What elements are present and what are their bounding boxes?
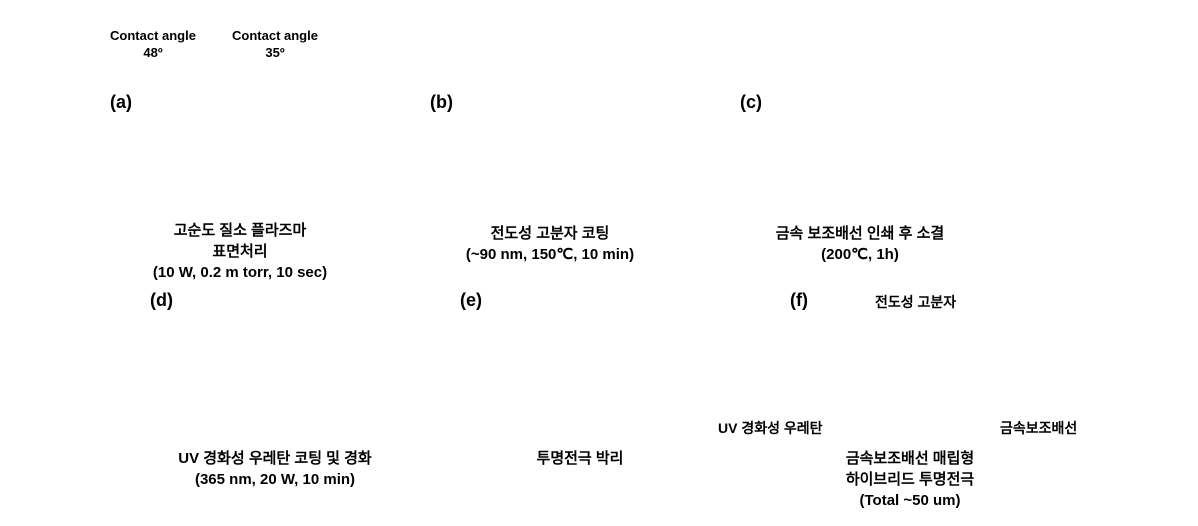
contact-angle-right-value: 35º [220, 45, 330, 62]
caption-a-line3: (10 W, 0.2 m torr, 10 sec) [100, 262, 380, 283]
caption-f-line3: (Total ~50 um) [770, 490, 1050, 511]
caption-a-line2: 표면처리 [100, 241, 380, 262]
annotation-f-left: UV 경화성 우레탄 [718, 418, 823, 438]
caption-f: 금속보조배선 매립형 하이브리드 투명전극 (Total ~50 um) [770, 448, 1050, 511]
panel-label-a: (a) [110, 92, 132, 113]
contact-angle-left-value: 48º [98, 45, 208, 62]
caption-a: 고순도 질소 플라즈마 표면처리 (10 W, 0.2 m torr, 10 s… [100, 220, 380, 283]
contact-angle-left-title: Contact angle [98, 28, 208, 45]
caption-b-line2: (~90 nm, 150℃, 10 min) [410, 244, 690, 265]
panel-label-b: (b) [430, 92, 453, 113]
caption-b: 전도성 고분자 코팅 (~90 nm, 150℃, 10 min) [410, 223, 690, 265]
contact-angle-right: Contact angle 35º [220, 28, 330, 62]
panel-label-d: (d) [150, 290, 173, 311]
caption-e-line1: 투명전극 박리 [470, 448, 690, 469]
caption-d-line1: UV 경화성 우레탄 코팅 및 경화 [125, 448, 425, 469]
caption-c-line1: 금속 보조배선 인쇄 후 소결 [720, 223, 1000, 244]
caption-f-line1: 금속보조배선 매립형 [770, 448, 1050, 469]
panel-label-e: (e) [460, 290, 482, 311]
caption-c: 금속 보조배선 인쇄 후 소결 (200℃, 1h) [720, 223, 1000, 265]
caption-e: 투명전극 박리 [470, 448, 690, 469]
panel-label-f: (f) [790, 290, 808, 311]
annotation-f-right: 금속보조배선 [1000, 418, 1077, 438]
caption-d-line2: (365 nm, 20 W, 10 min) [125, 469, 425, 490]
annotation-f-top: 전도성 고분자 [875, 292, 956, 312]
caption-b-line1: 전도성 고분자 코팅 [410, 223, 690, 244]
caption-a-line1: 고순도 질소 플라즈마 [100, 220, 380, 241]
caption-f-line2: 하이브리드 투명전극 [770, 469, 1050, 490]
panel-label-c: (c) [740, 92, 762, 113]
caption-d: UV 경화성 우레탄 코팅 및 경화 (365 nm, 20 W, 10 min… [125, 448, 425, 490]
contact-angle-right-title: Contact angle [220, 28, 330, 45]
caption-c-line2: (200℃, 1h) [720, 244, 1000, 265]
contact-angle-left: Contact angle 48º [98, 28, 208, 62]
